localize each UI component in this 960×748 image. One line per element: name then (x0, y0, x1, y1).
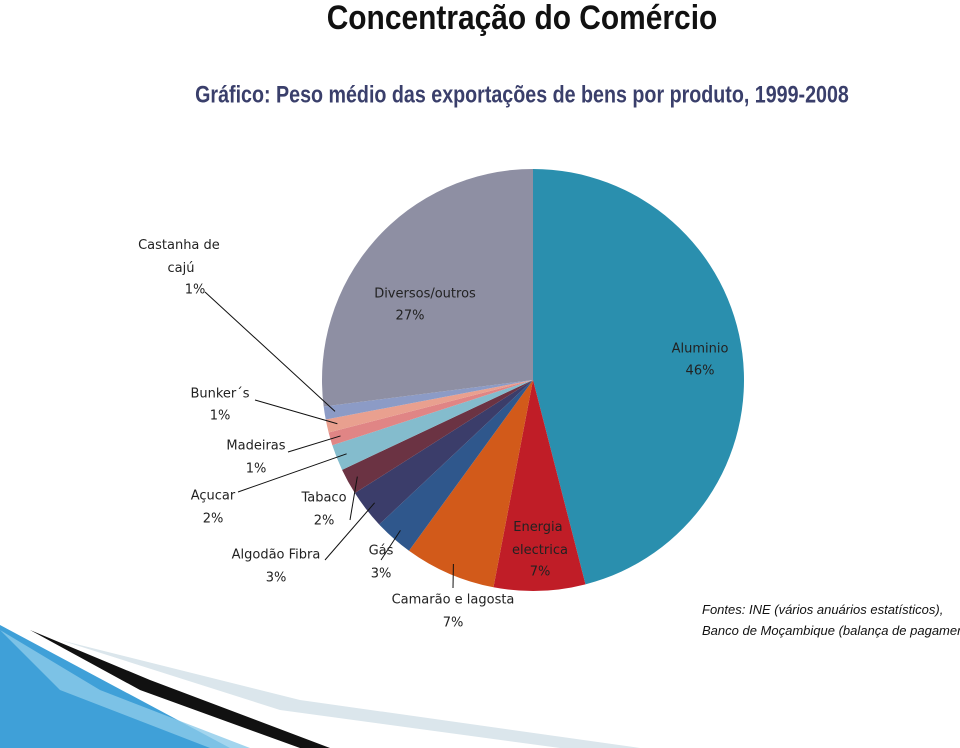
pie-slice (328, 380, 533, 446)
slice-value-label: 7% (530, 565, 551, 580)
pie-slice (321, 169, 533, 407)
label-line: Energia (513, 520, 567, 535)
slice-label: Algodão Fibra (232, 548, 321, 563)
pie (321, 169, 745, 591)
label-line: cajú (168, 261, 195, 276)
pie-slice (325, 380, 533, 433)
leader-line (254, 399, 338, 425)
slice-value-label: 27% (396, 309, 425, 324)
pie-slice (379, 380, 533, 551)
slice-label: Açucar (191, 489, 236, 504)
leader-line (380, 530, 401, 561)
slice-label: Castanha de cajú (138, 238, 224, 276)
pie-slice (332, 380, 533, 470)
slice-label: Energia electrica (512, 520, 568, 558)
slice-value-label: 3% (371, 567, 392, 582)
slice-value-label: 1% (246, 462, 267, 477)
slice-value-label: 1% (185, 283, 206, 298)
pie-slice (342, 380, 533, 494)
leader-line (349, 476, 358, 521)
slice-value-label: 7% (443, 616, 464, 631)
slice-label: Camarão e lagosta (392, 593, 515, 608)
slice-label: Tabaco (300, 491, 346, 506)
pie-slice (323, 380, 533, 420)
decoration (0, 625, 230, 748)
pie-slice (354, 380, 533, 525)
slice-value-label: 3% (266, 571, 287, 586)
source-note: Fontes: INE (vários anuários estatístico… (702, 602, 943, 617)
slice-label: Bunker´s (190, 387, 249, 402)
slice-value-label: 2% (314, 514, 335, 529)
slice-value-label: 46% (686, 364, 715, 379)
label-line: Castanha de (138, 238, 224, 253)
slice-value-label: 1% (210, 409, 231, 424)
chart-subtitle: Gráfico: Peso médio das exportações de b… (195, 80, 849, 107)
pie-slice (493, 380, 586, 591)
label-line: electrica (512, 543, 568, 558)
slice-label: Aluminio (672, 342, 729, 357)
leader-line (237, 453, 347, 493)
source-note: Banco de Moçambique (balança de pagament… (702, 623, 960, 638)
chart-title: Concentração do Comércio (327, 0, 718, 36)
leader-line (287, 435, 341, 453)
slice-label: Gás (369, 544, 394, 559)
slice-label: Diversos/outros (374, 287, 476, 302)
slice-value-label: 2% (203, 512, 224, 527)
pie-slice (533, 169, 745, 585)
slice-label: Madeiras (226, 439, 285, 454)
leader-line (324, 502, 375, 561)
pie-slice (408, 380, 533, 588)
leader-line (204, 291, 336, 412)
